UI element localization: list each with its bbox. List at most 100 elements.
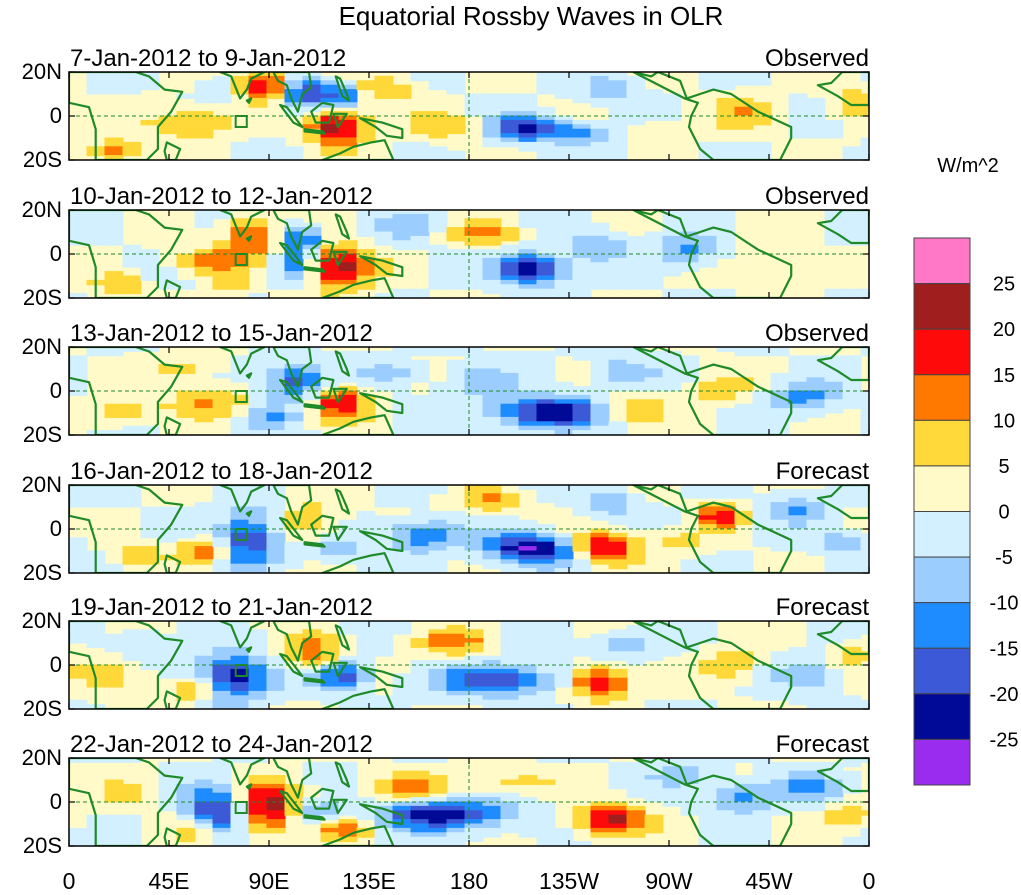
field-cell	[482, 111, 502, 117]
field-cell	[824, 235, 844, 242]
field-cell	[716, 416, 736, 423]
field-cell	[338, 682, 358, 688]
field-cell	[392, 377, 412, 383]
field-cell	[104, 271, 124, 277]
field-cell	[734, 425, 754, 432]
index-box	[234, 115, 248, 128]
field-cell	[500, 266, 520, 273]
field-cell	[194, 222, 214, 229]
field-cell	[464, 827, 484, 834]
field-cell	[536, 381, 556, 388]
field-cell	[590, 262, 610, 268]
field-cell	[410, 519, 430, 526]
field-cell	[662, 646, 682, 653]
field-cell	[338, 124, 358, 130]
field-cell	[212, 541, 232, 548]
x-tick-label: 45E	[149, 868, 190, 890]
field-cell	[716, 111, 736, 117]
field-cell	[302, 819, 322, 825]
field-cell	[212, 801, 232, 807]
field-cell	[428, 797, 448, 803]
field-cell	[860, 532, 869, 539]
field-cell	[572, 394, 592, 401]
field-cell	[266, 810, 286, 816]
coastline	[332, 661, 348, 678]
field-cell	[338, 150, 358, 157]
field-cell	[644, 814, 664, 821]
field-cell	[644, 359, 664, 366]
field-cell	[518, 124, 538, 130]
field-cell	[572, 266, 592, 273]
field-cell	[590, 497, 610, 504]
field-cell	[212, 797, 232, 803]
field-cell	[842, 568, 862, 573]
field-cell	[446, 399, 466, 405]
field-cell	[590, 673, 610, 679]
field-cell	[230, 359, 250, 366]
field-cell	[824, 124, 844, 130]
field-cell	[590, 655, 610, 662]
field-cell	[752, 805, 772, 812]
field-cell	[590, 93, 610, 99]
field-cell	[788, 801, 808, 807]
field-cell	[230, 266, 250, 273]
field-cell	[806, 646, 826, 653]
field-cell	[194, 403, 214, 410]
field-cell	[104, 497, 124, 504]
field-cell	[284, 546, 304, 552]
field-cell	[410, 515, 430, 521]
field-cell	[122, 257, 142, 264]
field-cell	[716, 792, 736, 799]
field-cell	[248, 218, 268, 224]
field-cell	[572, 293, 592, 298]
field-cell	[69, 629, 88, 635]
field-cell	[356, 568, 376, 573]
field-cell	[788, 783, 808, 790]
field-cell	[410, 758, 430, 763]
field-cell	[572, 97, 592, 104]
field-cell	[374, 699, 394, 706]
field-cell	[392, 488, 412, 495]
field-cell	[770, 493, 790, 499]
field-cell	[212, 403, 232, 410]
field-cell	[554, 275, 574, 281]
field-cell	[536, 271, 556, 277]
field-cell	[284, 227, 304, 233]
field-cell	[608, 629, 628, 635]
field-cell	[716, 293, 736, 298]
field-cell	[446, 686, 466, 692]
field-cell	[482, 124, 502, 130]
field-cell	[536, 633, 556, 640]
field-cell	[69, 546, 88, 552]
field-cell	[698, 761, 718, 768]
field-cell	[842, 372, 862, 379]
field-cell	[86, 89, 106, 95]
field-cell	[104, 788, 124, 794]
field-cell	[176, 279, 196, 286]
field-cell	[428, 660, 448, 666]
field-cell	[680, 485, 700, 490]
field-cell	[554, 93, 574, 99]
field-cell	[338, 279, 358, 286]
field-cell	[518, 664, 538, 670]
field-cell	[536, 412, 556, 418]
field-cell	[644, 266, 664, 273]
field-cell	[626, 819, 646, 825]
field-cell	[482, 284, 502, 290]
field-cell	[428, 690, 448, 697]
field-cell	[446, 416, 466, 423]
field-cell	[410, 408, 430, 414]
field-cell	[698, 141, 718, 148]
field-cell	[374, 528, 394, 534]
field-cell	[806, 704, 826, 709]
field-cell	[590, 408, 610, 414]
coastline	[334, 213, 351, 240]
field-cell	[644, 231, 664, 237]
field-cell	[842, 660, 862, 666]
field-cell	[680, 792, 700, 799]
field-cell	[230, 805, 250, 812]
y-tick-label: 20N	[22, 472, 62, 497]
field-cell	[230, 814, 250, 821]
coastline	[310, 787, 335, 810]
field-cell	[518, 262, 538, 268]
